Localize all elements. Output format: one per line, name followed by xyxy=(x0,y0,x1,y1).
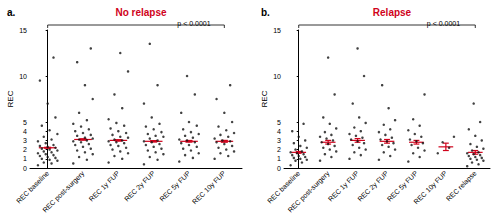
svg-text:REC 2y FUP: REC 2y FUP xyxy=(356,169,390,203)
svg-text:10: 10 xyxy=(19,73,27,80)
svg-text:REC 2y FUP: REC 2y FUP xyxy=(123,169,157,203)
svg-text:REC 1y FUP: REC 1y FUP xyxy=(326,169,360,203)
svg-text:2: 2 xyxy=(23,146,27,153)
svg-text:5: 5 xyxy=(277,119,281,126)
svg-text:REC post-surgery: REC post-surgery xyxy=(286,169,331,214)
svg-text:b.: b. xyxy=(261,7,270,18)
svg-text:REC 10y FUP: REC 10y FUP xyxy=(412,169,449,206)
svg-text:REC relapse: REC relapse xyxy=(445,169,479,203)
svg-text:p < 0.0001: p < 0.0001 xyxy=(177,20,210,28)
svg-text:REC: REC xyxy=(6,90,15,107)
svg-text:3: 3 xyxy=(23,137,27,144)
svg-text:5: 5 xyxy=(23,119,27,126)
svg-text:1: 1 xyxy=(277,155,281,162)
svg-text:REC 5y FUP: REC 5y FUP xyxy=(158,169,192,203)
svg-text:2: 2 xyxy=(277,146,281,153)
svg-text:Relapse: Relapse xyxy=(373,7,412,18)
svg-text:4: 4 xyxy=(277,128,281,135)
svg-text:REC 10y FUP: REC 10y FUP xyxy=(191,169,228,206)
svg-text:1: 1 xyxy=(23,155,27,162)
svg-text:4: 4 xyxy=(23,128,27,135)
svg-text:REC baseline: REC baseline xyxy=(266,169,302,205)
svg-text:0: 0 xyxy=(277,165,281,172)
svg-text:REC: REC xyxy=(260,90,269,107)
svg-text:0: 0 xyxy=(23,165,27,172)
svg-text:15: 15 xyxy=(273,27,281,34)
svg-text:3: 3 xyxy=(277,137,281,144)
svg-text:REC 1y FUP: REC 1y FUP xyxy=(88,169,122,203)
svg-text:p < 0.0001: p < 0.0001 xyxy=(427,20,460,28)
svg-text:REC baseline: REC baseline xyxy=(15,169,50,204)
svg-text:10: 10 xyxy=(273,73,281,80)
svg-text:15: 15 xyxy=(19,27,27,34)
svg-text:REC 5y FUP: REC 5y FUP xyxy=(385,169,419,203)
svg-text:No relapse: No relapse xyxy=(115,7,167,18)
svg-text:a.: a. xyxy=(7,7,16,18)
svg-text:REC post-surgery: REC post-surgery xyxy=(41,169,86,214)
